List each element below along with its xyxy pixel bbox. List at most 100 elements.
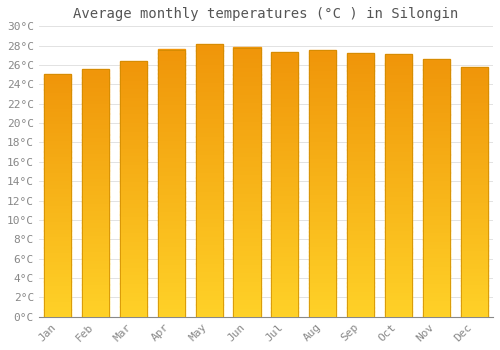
Bar bbox=[422, 292, 450, 294]
Bar bbox=[422, 266, 450, 268]
Bar bbox=[271, 196, 298, 198]
Bar bbox=[347, 186, 374, 188]
Bar bbox=[120, 193, 147, 194]
Bar bbox=[82, 230, 109, 231]
Bar bbox=[82, 101, 109, 102]
Bar bbox=[460, 214, 488, 216]
Bar bbox=[460, 308, 488, 309]
Bar bbox=[309, 307, 336, 309]
Bar bbox=[82, 199, 109, 200]
Bar bbox=[460, 97, 488, 98]
Bar bbox=[196, 160, 223, 161]
Bar bbox=[44, 299, 72, 300]
Bar bbox=[422, 122, 450, 124]
Bar bbox=[196, 191, 223, 193]
Bar bbox=[422, 94, 450, 95]
Bar bbox=[120, 233, 147, 235]
Bar bbox=[460, 271, 488, 272]
Bar bbox=[309, 193, 336, 194]
Bar bbox=[347, 141, 374, 143]
Bar bbox=[234, 162, 260, 163]
Bar bbox=[422, 62, 450, 63]
Bar bbox=[44, 145, 72, 147]
Bar bbox=[385, 77, 412, 78]
Bar bbox=[234, 290, 260, 291]
Bar bbox=[196, 257, 223, 258]
Bar bbox=[234, 310, 260, 312]
Bar bbox=[347, 123, 374, 125]
Bar bbox=[120, 254, 147, 256]
Bar bbox=[347, 130, 374, 131]
Bar bbox=[196, 186, 223, 187]
Bar bbox=[460, 198, 488, 200]
Bar bbox=[234, 301, 260, 302]
Bar bbox=[309, 203, 336, 205]
Bar bbox=[422, 183, 450, 184]
Bar bbox=[196, 259, 223, 261]
Bar bbox=[158, 266, 185, 267]
Bar bbox=[422, 192, 450, 193]
Bar bbox=[385, 61, 412, 62]
Bar bbox=[309, 56, 336, 57]
Bar bbox=[158, 88, 185, 90]
Bar bbox=[347, 313, 374, 314]
Bar bbox=[422, 305, 450, 307]
Bar bbox=[422, 59, 450, 317]
Bar bbox=[422, 278, 450, 279]
Bar bbox=[82, 196, 109, 198]
Bar bbox=[309, 238, 336, 239]
Bar bbox=[82, 274, 109, 276]
Bar bbox=[385, 161, 412, 162]
Bar bbox=[347, 255, 374, 256]
Bar bbox=[158, 184, 185, 186]
Bar bbox=[82, 112, 109, 113]
Bar bbox=[234, 299, 260, 301]
Bar bbox=[385, 308, 412, 309]
Bar bbox=[385, 256, 412, 258]
Bar bbox=[82, 220, 109, 221]
Bar bbox=[158, 182, 185, 183]
Bar bbox=[347, 127, 374, 128]
Bar bbox=[460, 197, 488, 198]
Bar bbox=[158, 176, 185, 178]
Bar bbox=[271, 71, 298, 72]
Bar bbox=[309, 64, 336, 65]
Bar bbox=[347, 294, 374, 296]
Bar bbox=[44, 216, 72, 217]
Bar bbox=[309, 282, 336, 284]
Bar bbox=[309, 315, 336, 317]
Bar bbox=[271, 293, 298, 294]
Bar bbox=[347, 243, 374, 244]
Bar bbox=[347, 205, 374, 206]
Bar bbox=[347, 161, 374, 163]
Bar bbox=[44, 224, 72, 226]
Bar bbox=[271, 72, 298, 74]
Bar bbox=[44, 219, 72, 221]
Bar bbox=[385, 192, 412, 194]
Bar bbox=[158, 134, 185, 135]
Bar bbox=[234, 278, 260, 279]
Bar bbox=[347, 296, 374, 297]
Bar bbox=[234, 229, 260, 231]
Bar bbox=[158, 279, 185, 281]
Bar bbox=[234, 261, 260, 263]
Bar bbox=[196, 307, 223, 309]
Bar bbox=[422, 218, 450, 219]
Bar bbox=[347, 54, 374, 317]
Bar bbox=[347, 261, 374, 263]
Bar bbox=[82, 143, 109, 145]
Bar bbox=[158, 143, 185, 145]
Bar bbox=[385, 119, 412, 120]
Bar bbox=[234, 177, 260, 178]
Bar bbox=[82, 211, 109, 213]
Bar bbox=[120, 167, 147, 168]
Bar bbox=[271, 214, 298, 215]
Bar bbox=[234, 56, 260, 57]
Bar bbox=[234, 163, 260, 165]
Bar bbox=[347, 122, 374, 123]
Bar bbox=[234, 69, 260, 70]
Bar bbox=[234, 285, 260, 286]
Bar bbox=[347, 94, 374, 96]
Bar bbox=[120, 139, 147, 140]
Bar bbox=[271, 103, 298, 104]
